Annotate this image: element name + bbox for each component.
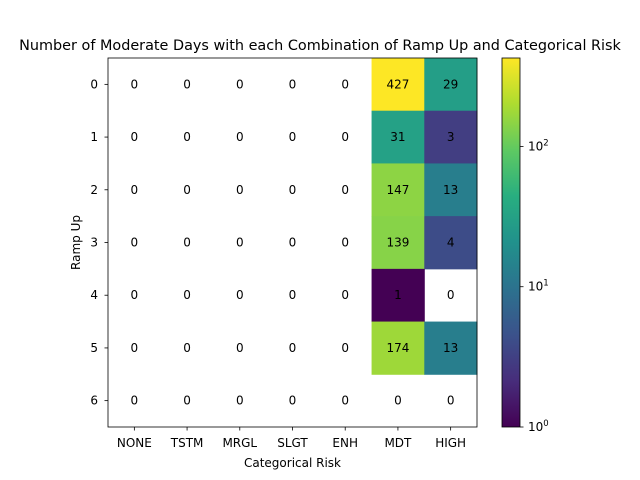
x-axis-ticks: NONE TSTM MRGL SLGT ENH MDT HIGH xyxy=(117,427,466,450)
cell-value-label: 0 xyxy=(236,77,244,91)
cell-value-label: 13 xyxy=(443,341,458,355)
heatmap-cell xyxy=(424,58,478,112)
heatmap-cell xyxy=(424,321,478,375)
x-tick-label: MDT xyxy=(384,436,412,450)
cell-value-label: 31 xyxy=(390,130,405,144)
cell-value-label: 0 xyxy=(131,288,139,302)
x-tick-label: MRGL xyxy=(222,436,257,450)
x-tick-label: SLGT xyxy=(277,436,308,450)
cell-value-label: 0 xyxy=(341,130,349,144)
cell-value-label: 0 xyxy=(131,341,139,355)
cell-value-label: 0 xyxy=(341,341,349,355)
heatmap-cell xyxy=(371,268,425,323)
cell-value-label: 0 xyxy=(131,236,139,250)
y-tick-label: 1 xyxy=(90,130,98,144)
colorbar-tick-label: 100 xyxy=(528,419,549,434)
colorbar xyxy=(501,57,521,428)
cell-value-label: 0 xyxy=(131,183,139,197)
cell-value-label: 0 xyxy=(236,394,244,408)
y-tick-label: 2 xyxy=(90,183,98,197)
cell-value-label: 0 xyxy=(236,236,244,250)
cell-value-label: 0 xyxy=(131,394,139,408)
cell-value-label: 0 xyxy=(289,77,297,91)
cell-value-label: 0 xyxy=(236,130,244,144)
cell-value-label: 0 xyxy=(289,341,297,355)
heatmap-cell xyxy=(371,58,425,112)
y-tick-label: 5 xyxy=(90,341,98,355)
cell-value-label: 0 xyxy=(341,183,349,197)
cell-value-label: 0 xyxy=(289,288,297,302)
cell-value-label: 0 xyxy=(236,341,244,355)
x-axis-label: Categorical Risk xyxy=(244,456,341,470)
cell-value-label: 0 xyxy=(183,130,191,144)
cell-value-label: 0 xyxy=(183,77,191,91)
chart-title: Number of Moderate Days with each Combin… xyxy=(19,38,621,54)
cell-value-label: 139 xyxy=(386,236,409,250)
cell-value-label: 0 xyxy=(131,130,139,144)
heatmap-cells xyxy=(371,58,478,375)
cell-value-label: 0 xyxy=(183,236,191,250)
cell-value-label: 0 xyxy=(394,394,402,408)
cell-value-label: 0 xyxy=(289,130,297,144)
cell-value-label: 0 xyxy=(341,77,349,91)
cell-value-label: 0 xyxy=(447,288,455,302)
heatmap-cell xyxy=(424,110,478,164)
cell-value-label: 13 xyxy=(443,183,458,197)
cell-value-label: 0 xyxy=(341,394,349,408)
y-tick-label: 0 xyxy=(90,77,98,91)
cell-value-label: 0 xyxy=(341,236,349,250)
cell-value-label: 29 xyxy=(443,77,458,91)
cell-value-label: 0 xyxy=(341,288,349,302)
heatmap-cell-labels: 0 0 0 0 0 427 290 0 0 0 0 31 30 0 0 0 0 147 130 0 0 0 0 139 40 0 0… xyxy=(131,77,459,407)
cell-value-label: 147 xyxy=(386,183,409,197)
cell-value-label: 0 xyxy=(183,183,191,197)
y-axis-ticks: 0 1 2 3 4 5 6 xyxy=(90,77,108,408)
cell-value-label: 174 xyxy=(386,341,409,355)
heatmap-cell xyxy=(424,216,478,270)
cell-value-label: 0 xyxy=(183,341,191,355)
x-tick-label: HIGH xyxy=(435,436,466,450)
cell-value-label: 0 xyxy=(131,77,139,91)
x-tick-label: ENH xyxy=(332,436,358,450)
y-axis-label: Ramp Up xyxy=(69,215,83,270)
y-tick-label: 3 xyxy=(90,236,98,250)
y-tick-label: 6 xyxy=(90,394,98,408)
heatmap-cell xyxy=(371,110,425,164)
heatmap-cell xyxy=(424,163,478,217)
cell-value-label: 0 xyxy=(183,288,191,302)
cell-value-label: 0 xyxy=(289,236,297,250)
heatmap-cell xyxy=(371,163,425,217)
colorbar-tick-label: 102 xyxy=(528,138,549,153)
colorbar-tick-label: 101 xyxy=(528,279,549,294)
cell-value-label: 0 xyxy=(289,183,297,197)
cell-value-label: 427 xyxy=(386,77,409,91)
cell-value-label: 0 xyxy=(289,394,297,408)
cell-value-label: 0 xyxy=(183,394,191,408)
x-tick-label: NONE xyxy=(117,436,152,450)
cell-value-label: 0 xyxy=(447,394,455,408)
y-tick-label: 4 xyxy=(90,288,98,302)
heatmap-cell xyxy=(371,216,425,270)
cell-value-label: 0 xyxy=(236,183,244,197)
colorbar-ticks: 100 101 102 xyxy=(520,138,549,434)
cell-value-label: 0 xyxy=(236,288,244,302)
cell-value-label: 3 xyxy=(447,130,455,144)
cell-value-label: 4 xyxy=(447,236,455,250)
heatmap-cell xyxy=(371,321,425,375)
x-tick-label: TSTM xyxy=(170,436,204,450)
cell-value-label: 1 xyxy=(394,288,402,302)
